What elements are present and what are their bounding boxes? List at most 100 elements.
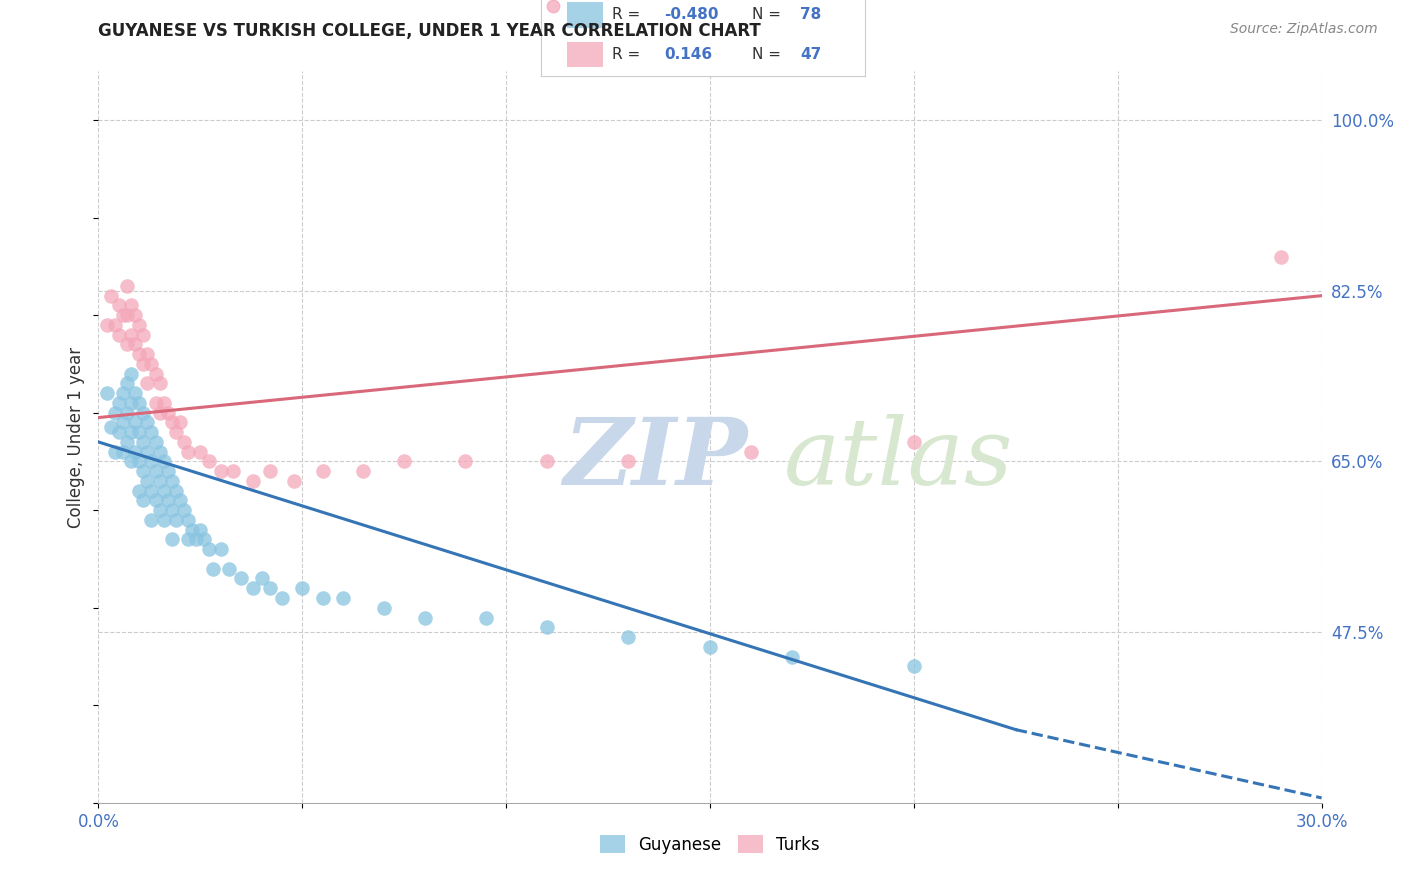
- Text: ZIP: ZIP: [564, 414, 748, 504]
- Point: [141, 454, 163, 468]
- Point: [181, 523, 204, 537]
- Point: [169, 493, 191, 508]
- Point: [352, 464, 374, 478]
- Point: [100, 420, 122, 434]
- Point: [124, 308, 146, 322]
- Point: [120, 298, 142, 312]
- Point: [218, 562, 240, 576]
- Point: [156, 464, 179, 478]
- Point: [392, 454, 416, 468]
- Point: [160, 474, 183, 488]
- Point: [149, 503, 172, 517]
- Point: [165, 425, 187, 440]
- Point: [128, 425, 150, 440]
- Point: [145, 493, 167, 508]
- Point: [124, 444, 146, 458]
- Point: [332, 591, 354, 605]
- Point: [152, 454, 174, 468]
- Point: [903, 659, 925, 673]
- Point: [617, 630, 640, 644]
- Point: [120, 367, 142, 381]
- Text: atlas: atlas: [783, 414, 1012, 504]
- Text: GUYANESE VS TURKISH COLLEGE, UNDER 1 YEAR CORRELATION CHART: GUYANESE VS TURKISH COLLEGE, UNDER 1 YEA…: [98, 22, 761, 40]
- Point: [115, 434, 138, 449]
- Y-axis label: College, Under 1 year: College, Under 1 year: [67, 346, 86, 528]
- Point: [188, 523, 212, 537]
- Point: [128, 483, 150, 498]
- Point: [108, 396, 131, 410]
- Point: [177, 513, 200, 527]
- Point: [136, 474, 159, 488]
- Point: [141, 357, 163, 371]
- Point: [111, 444, 134, 458]
- Point: [120, 454, 142, 468]
- Point: [132, 493, 155, 508]
- Point: [188, 444, 212, 458]
- Point: [283, 474, 305, 488]
- Point: [259, 464, 281, 478]
- Point: [115, 376, 138, 391]
- Point: [120, 396, 142, 410]
- Point: [108, 327, 131, 342]
- Point: [250, 572, 273, 586]
- FancyBboxPatch shape: [567, 2, 603, 28]
- Point: [177, 444, 200, 458]
- Point: [536, 620, 558, 634]
- Point: [149, 406, 172, 420]
- Point: [115, 279, 138, 293]
- Point: [136, 416, 159, 430]
- Point: [474, 610, 498, 624]
- Point: [201, 562, 224, 576]
- Point: [312, 591, 335, 605]
- Point: [156, 493, 179, 508]
- Text: Source: ZipAtlas.com: Source: ZipAtlas.com: [1230, 22, 1378, 37]
- Point: [145, 367, 167, 381]
- Point: [270, 591, 294, 605]
- Point: [111, 416, 134, 430]
- Point: [108, 298, 131, 312]
- Point: [136, 376, 159, 391]
- Point: [903, 434, 925, 449]
- Point: [169, 416, 191, 430]
- Point: [104, 406, 127, 420]
- Point: [160, 416, 183, 430]
- Point: [160, 533, 183, 547]
- Point: [780, 649, 803, 664]
- Point: [132, 434, 155, 449]
- Point: [100, 288, 122, 302]
- Point: [136, 444, 159, 458]
- Point: [115, 308, 138, 322]
- Point: [128, 347, 150, 361]
- Point: [124, 416, 146, 430]
- Point: [156, 406, 179, 420]
- Legend: Guyanese, Turks: Guyanese, Turks: [593, 829, 827, 860]
- Point: [120, 327, 142, 342]
- Point: [197, 542, 219, 557]
- Point: [96, 318, 118, 332]
- FancyBboxPatch shape: [567, 42, 603, 68]
- Point: [193, 533, 215, 547]
- Point: [373, 600, 395, 615]
- Point: [149, 474, 172, 488]
- Point: [124, 337, 146, 351]
- Point: [124, 386, 146, 401]
- Text: R =: R =: [613, 7, 641, 22]
- Point: [209, 542, 232, 557]
- Point: [145, 464, 167, 478]
- Text: 47: 47: [800, 47, 821, 62]
- Point: [209, 464, 232, 478]
- Point: [413, 610, 436, 624]
- Point: [96, 386, 118, 401]
- Point: [740, 444, 762, 458]
- Point: [141, 425, 163, 440]
- Point: [128, 454, 150, 468]
- Point: [132, 357, 155, 371]
- Point: [145, 434, 167, 449]
- Point: [536, 454, 558, 468]
- Point: [173, 503, 195, 517]
- Point: [149, 376, 172, 391]
- Point: [197, 454, 219, 468]
- Point: [231, 572, 253, 586]
- Point: [120, 425, 142, 440]
- Point: [242, 581, 264, 595]
